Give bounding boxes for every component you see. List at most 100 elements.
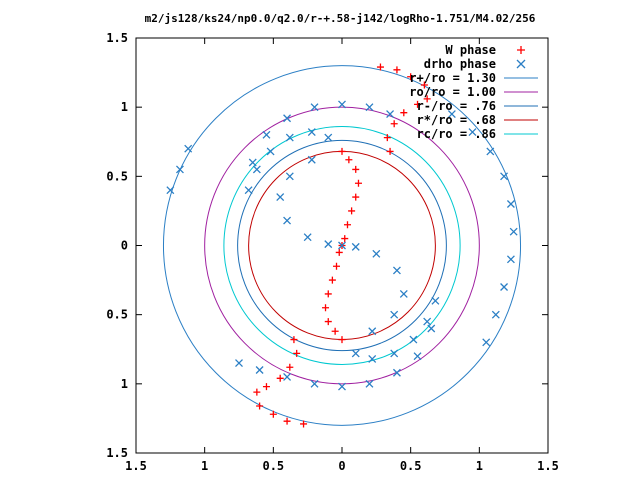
drho-phase-point <box>285 133 294 142</box>
drho-phase-point <box>324 240 333 249</box>
w-phase-point <box>414 100 422 108</box>
w-phase-point <box>407 73 415 81</box>
w-phase-point <box>333 262 341 270</box>
w-phase-point <box>335 248 343 256</box>
w-phase-point <box>383 134 391 142</box>
w-phase-point <box>345 156 353 164</box>
drho-phase-point <box>509 227 518 236</box>
drho-phase-point <box>244 186 253 195</box>
w-phase-point <box>286 363 294 371</box>
reference-circle <box>162 65 522 426</box>
drho-phase-point <box>283 372 292 381</box>
w-phase-point <box>256 402 264 410</box>
drho-phase-point <box>324 133 333 142</box>
w-phase-point <box>331 327 339 335</box>
drho-phase-point <box>368 354 377 363</box>
w-phase-point <box>343 221 351 229</box>
legend-label: r-/ro = .76 <box>417 99 496 113</box>
w-phase-point <box>338 147 346 155</box>
drho-phase-point <box>338 100 346 109</box>
legend-label: ro/ro = 1.00 <box>409 85 496 99</box>
drho-phase-point <box>175 165 184 174</box>
drho-phase-point <box>468 128 477 137</box>
w-phase-point <box>322 304 330 312</box>
drho-phase-point <box>386 110 395 119</box>
drho-phase-point <box>338 241 346 250</box>
reference-circle <box>223 126 461 365</box>
drho-phase-point <box>413 352 422 361</box>
w-phase-point <box>354 179 362 187</box>
legend-label: r*/ro = .68 <box>417 113 496 127</box>
drho-phase-point <box>372 249 381 258</box>
drho-phase-point <box>482 338 491 347</box>
x-tick-label: 0.5 <box>400 459 422 473</box>
x-tick-label: 1.5 <box>125 459 147 473</box>
drho-phase-point <box>351 242 360 251</box>
drho-phase-point <box>166 186 175 195</box>
w-phase-point <box>338 336 346 344</box>
w-phase-point <box>420 81 428 89</box>
drho-phase-point <box>365 379 374 388</box>
w-phase-point <box>283 417 291 425</box>
drho-phase-point <box>392 368 401 377</box>
x-tick-label: 0 <box>338 459 345 473</box>
drho-phase-point <box>266 147 275 156</box>
drho-phase-point <box>392 266 401 275</box>
reference-circle <box>237 139 447 352</box>
drho-phase-point <box>283 216 292 225</box>
w-phase-point <box>324 318 332 326</box>
w-phase-point <box>376 63 384 71</box>
drho-phase-point <box>500 283 509 291</box>
legend-marker <box>516 59 526 69</box>
x-tick-label: 1.5 <box>537 459 559 473</box>
drho-phase-point <box>365 103 374 112</box>
drho-phase-point <box>235 359 243 368</box>
y-tick-label: 0.5 <box>106 308 128 322</box>
data-points <box>166 63 518 428</box>
drho-phase-point <box>285 172 294 181</box>
w-phase-point <box>352 165 360 173</box>
drho-phase-point <box>307 128 316 137</box>
drho-phase-point <box>262 130 271 139</box>
x-tick-label: 0.5 <box>262 459 284 473</box>
reference-circle <box>204 106 480 385</box>
w-phase-point <box>269 410 277 418</box>
legend-label: drho phase <box>424 57 496 71</box>
drho-phase-point <box>447 110 456 119</box>
drho-phase-point <box>283 114 292 123</box>
drho-phase-point <box>303 233 312 242</box>
w-phase-point <box>390 120 398 128</box>
x-tick-label: 1 <box>201 459 208 473</box>
drho-phase-point <box>310 103 319 112</box>
drho-phase-point <box>276 193 285 202</box>
w-phase-point <box>293 349 301 357</box>
w-phase-point <box>386 147 394 155</box>
drho-phase-point <box>500 172 509 181</box>
drho-phase-point <box>351 349 360 358</box>
w-phase-point <box>352 193 360 201</box>
drho-phase-point <box>423 317 432 326</box>
w-phase-point <box>290 336 298 344</box>
drho-phase-point <box>506 200 515 208</box>
drho-phase-point <box>491 310 500 319</box>
drho-phase-point <box>399 289 408 298</box>
drho-phase-point <box>427 324 436 333</box>
y-tick-label: 1 <box>121 377 128 391</box>
drho-phase-point <box>252 165 261 174</box>
drho-phase-point <box>368 327 377 336</box>
drho-phase-point <box>338 382 346 391</box>
legend-marker <box>517 46 525 54</box>
y-tick-label: 1 <box>121 100 128 114</box>
x-tick-label: 1 <box>476 459 483 473</box>
w-phase-point <box>393 66 401 74</box>
axis-ticks: 1.5 1 0.5 0 0.5 1 1.51.510.500.511.5 <box>106 31 559 473</box>
w-phase-point <box>253 388 261 396</box>
drho-phase-point <box>390 310 399 319</box>
drho-phase-point <box>506 255 515 264</box>
drho-phase-point <box>431 296 440 305</box>
y-tick-label: 1.5 <box>106 31 128 45</box>
legend-label: r+/ro = 1.30 <box>409 71 496 85</box>
